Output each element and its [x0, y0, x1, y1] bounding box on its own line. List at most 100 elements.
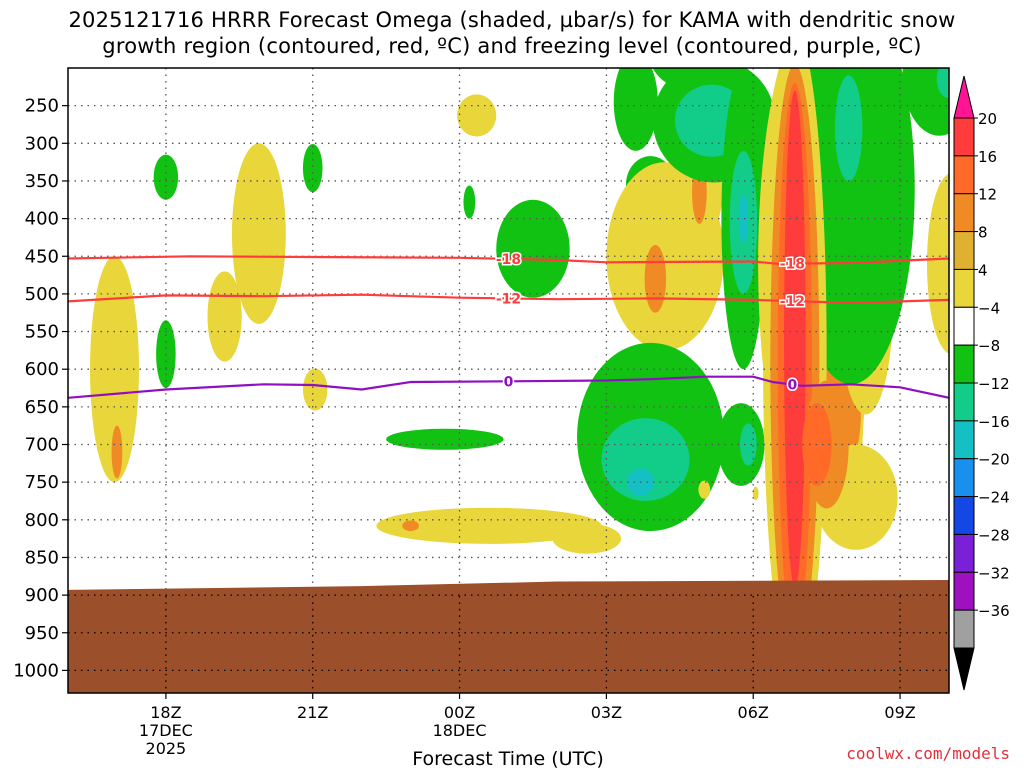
y-tick-label-1000: 1000 — [13, 660, 59, 681]
omega-region-40 — [834, 75, 863, 181]
credit-text: coolwx.com/models — [846, 744, 1010, 763]
colorbar-segment-2 — [953, 193, 975, 233]
x-tick-label-12-0: 06Z — [738, 703, 769, 722]
omega-region-11 — [376, 507, 602, 544]
x-axis-label: Forecast Time (UTC) — [412, 748, 603, 768]
x-tick-label-3-0: 21Z — [297, 703, 328, 722]
colorbar-label-10: −24 — [978, 489, 1010, 507]
colorbar-segment-1 — [953, 155, 975, 195]
omega-region-22 — [644, 244, 667, 313]
contour-freezing-level — [68, 375, 949, 399]
colorbar-segment-6 — [953, 344, 975, 384]
ground-surface — [68, 580, 949, 693]
omega-region-24 — [601, 418, 690, 501]
temperature-contours: -18 -18 -12 -12 0 0 — [68, 250, 949, 399]
omega-region-52 — [752, 486, 759, 501]
y-tick-label-700: 700 — [25, 435, 59, 456]
colorbar-segment-10 — [953, 496, 975, 535]
colorbar-label-13: −36 — [978, 602, 1010, 620]
y-tick-label-650: 650 — [25, 397, 59, 418]
chart-title-line-2: growth region (contoured, red, ºC) and f… — [102, 34, 922, 58]
omega-region-2 — [231, 143, 286, 325]
plot-frame — [67, 67, 950, 694]
ground-mask — [68, 580, 949, 693]
y-tick-label-450: 450 — [25, 246, 59, 267]
x-tick-label-6-1: 18DEC — [433, 721, 487, 740]
y-tick-label-750: 750 — [25, 472, 59, 493]
contour-label-dendritic-bottom-1: -12 — [780, 294, 805, 310]
y-tick-label-950: 950 — [25, 623, 59, 644]
colorbar-label-8: −16 — [978, 413, 1010, 431]
y-tick-label-300: 300 — [25, 133, 59, 154]
contour-label-dendritic-top-0: -18 — [496, 252, 521, 268]
colorbar-label-0: 20 — [978, 110, 997, 128]
colorbar-segment-11 — [953, 533, 975, 573]
x-tick-label-6-0: 00Z — [444, 703, 475, 722]
colorbar-label-12: −32 — [978, 564, 1010, 582]
y-tick-label-500: 500 — [25, 284, 59, 305]
y-tick-label-850: 850 — [25, 547, 59, 568]
y-tick-label-900: 900 — [25, 585, 59, 606]
colorbar-segment-3 — [953, 231, 975, 270]
colorbar-segment-4 — [953, 268, 975, 308]
colorbar-segment-7 — [953, 382, 975, 422]
omega-region-9 — [457, 94, 497, 137]
y-tick-label-250: 250 — [25, 96, 59, 117]
omega-region-13 — [402, 520, 419, 532]
omega-region-10 — [386, 428, 504, 450]
omega-shading — [90, 68, 949, 678]
y-tick-label-400: 400 — [25, 209, 59, 230]
contour-label-dendritic-bottom-0: -12 — [496, 291, 521, 307]
omega-region-3 — [207, 271, 242, 362]
colorbar-label-3: 8 — [978, 224, 988, 242]
colorbar-label-2: 12 — [978, 186, 997, 204]
y-tick-label-600: 600 — [25, 359, 59, 380]
x-tick-label-15-0: 09Z — [884, 703, 915, 722]
chart-title-line-1: 2025121716 HRRR Forecast Omega (shaded, … — [68, 8, 956, 32]
colorbar-segment-5 — [953, 306, 975, 346]
omega-region-30 — [738, 194, 749, 243]
omega-region-42 — [936, 68, 949, 99]
omega-region-43 — [926, 173, 949, 354]
contour-label-freezing-level-1: 0 — [788, 378, 798, 394]
colorbar-segment-12 — [953, 571, 975, 611]
x-tick-label-0-1: 17DEC — [139, 721, 193, 740]
omega-region-8 — [302, 368, 328, 411]
colorbar-segment-9 — [953, 458, 975, 498]
colorbar-top-triangle — [953, 75, 975, 119]
contour-dendritic-top — [68, 255, 949, 265]
x-tick-label-9-0: 03Z — [591, 703, 622, 722]
omega-region-33 — [698, 480, 711, 499]
colorbar-label-1: 16 — [978, 148, 997, 166]
y-axis: 250 300 350 400 450 500 550 600 650 700 750 800 850 9… — [13, 96, 68, 681]
colorbar-label-9: −20 — [978, 451, 1010, 469]
omega-region-1 — [111, 425, 123, 479]
contour-label-freezing-level-0: 0 — [504, 374, 514, 390]
colorbar-segment-13 — [953, 609, 975, 649]
colorbar-label-11: −28 — [978, 526, 1010, 544]
omega-region-4 — [153, 154, 179, 200]
omega-region-7 — [463, 185, 476, 219]
colorbar-bottom-triangle — [953, 647, 975, 691]
x-tick-label-0-0: 18Z — [150, 703, 181, 722]
colorbar-label-7: −12 — [978, 375, 1010, 393]
omega-colorbar: 20 16 12 8 4 −4 −8 −12 −16 −20 −24 −28 −32 −36 — [953, 75, 1010, 691]
contour-label-dendritic-top-1: -18 — [780, 257, 805, 273]
colorbar-label-6: −8 — [978, 337, 1000, 355]
omega-region-16 — [496, 199, 570, 298]
omega-region-12 — [552, 523, 622, 554]
y-tick-label-350: 350 — [25, 171, 59, 192]
y-tick-label-800: 800 — [25, 510, 59, 531]
colorbar-label-4: 4 — [978, 261, 988, 279]
y-tick-label-550: 550 — [25, 322, 59, 343]
omega-region-14 — [613, 68, 658, 151]
omega-region-6 — [302, 144, 323, 193]
colorbar-label-5: −4 — [978, 299, 1000, 317]
omega-region-51 — [790, 128, 799, 550]
omega-region-32 — [740, 423, 757, 466]
colorbar-segment-0 — [953, 117, 975, 157]
x-tick-label-0-2: 2025 — [146, 739, 187, 758]
contour-dendritic-bottom — [68, 293, 949, 305]
colorbar-segment-8 — [953, 420, 975, 460]
